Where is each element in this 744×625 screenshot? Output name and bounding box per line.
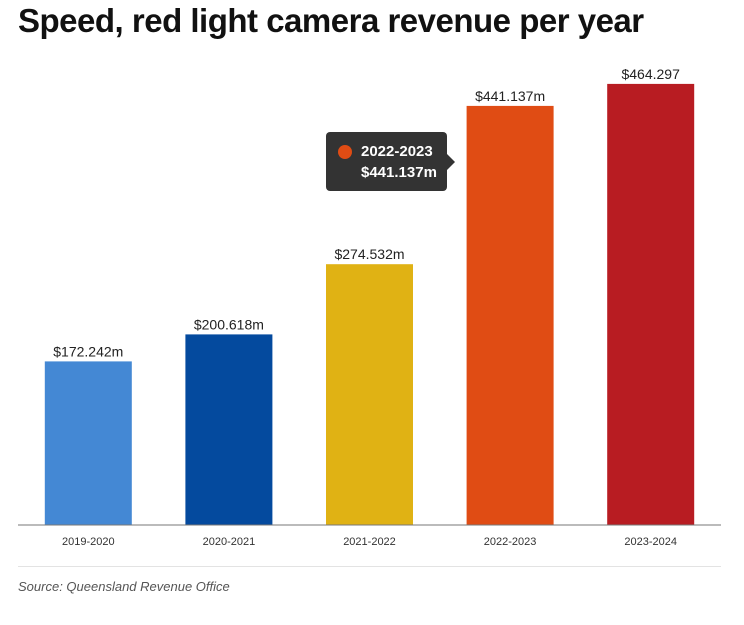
- data-label-2022-2023: $441.137m: [475, 88, 545, 104]
- data-label-2020-2021: $200.618m: [194, 316, 264, 332]
- x-tick-label-2022-2023: 2022-2023: [484, 536, 537, 548]
- labels-layer: $172.242m $200.618m $274.532m $441.137m $464…: [53, 66, 680, 359]
- x-tick-label-2020-2021: 2020-2021: [203, 536, 256, 548]
- data-label-2019-2020: $172.242m: [53, 343, 123, 359]
- data-label-2021-2022: $274.532m: [334, 246, 404, 262]
- ticks-layer: 2019-2020 2020-2021 2021-2022 2022-2023 2023…: [62, 536, 677, 548]
- bar-2023-2024[interactable]: [607, 83, 695, 526]
- tooltip-series-dot-icon: [338, 145, 352, 159]
- data-label-2023-2024: $464.297: [621, 66, 680, 82]
- chart-title: Speed, red light camera revenue per year: [18, 2, 644, 39]
- tooltip-category: 2022-2023: [361, 143, 433, 160]
- bar-chart: $172.242m $200.618m $274.532m $441.137m $464…: [18, 66, 721, 548]
- bar-2022-2023[interactable]: [466, 105, 554, 526]
- x-tick-label-2019-2020: 2019-2020: [62, 536, 115, 548]
- tooltip: 2022-2023 $441.137m: [326, 132, 455, 191]
- bar-2019-2020[interactable]: [44, 361, 132, 525]
- bar-2020-2021[interactable]: [185, 334, 273, 525]
- bars-layer: [44, 83, 695, 526]
- x-tick-label-2023-2024: 2023-2024: [624, 536, 677, 548]
- footer-divider: [18, 566, 721, 567]
- source-note: Source: Queensland Revenue Office: [18, 579, 230, 594]
- x-tick-label-2021-2022: 2021-2022: [343, 536, 396, 548]
- tooltip-value: $441.137m: [361, 164, 437, 181]
- bar-2021-2022[interactable]: [326, 264, 413, 525]
